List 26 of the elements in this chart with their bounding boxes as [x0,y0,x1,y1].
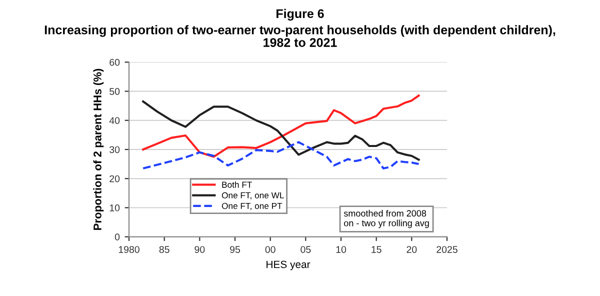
x-tick-label: 10 [336,246,346,253]
x-tick-label: 2025 [436,246,458,253]
x-tick-label: 05 [300,246,311,253]
x-tick-label: 85 [159,246,170,253]
annotation: smoothed from 2008 on - two yr rolling avg [344,210,429,228]
x-tick-label: 1980 [118,246,140,253]
chart-subtitle: Increasing proportion of two-earner two-parent households (with dependent children), 1982 to 2021 [44,25,556,47]
legend-label: One FT, one PT [222,202,282,210]
legend-label: Both FT [222,181,252,188]
chart-title: Figure 6 [276,8,324,21]
line-series [142,141,420,170]
x-axis-title: HES year [266,260,310,270]
y-tick-label: 60 [110,58,120,66]
y-tick-label: 30 [110,146,120,154]
y-tick-label: 20 [110,175,120,182]
y-tick-label: 10 [110,204,120,212]
y-tick-label: 0 [114,234,120,240]
x-tick-label: 90 [194,246,205,253]
x-tick-label: 95 [230,246,240,253]
x-tick-label: 15 [372,246,382,253]
x-tick-label: 00 [265,246,276,253]
legend-label: One FT, one WL [222,192,284,200]
y-axis-title: Proportion of 2 parent HHs (%) [93,68,104,230]
y-tick-label: 40 [109,117,120,124]
y-tick-label: 50 [110,88,120,95]
x-tick-label: 20 [406,246,417,253]
